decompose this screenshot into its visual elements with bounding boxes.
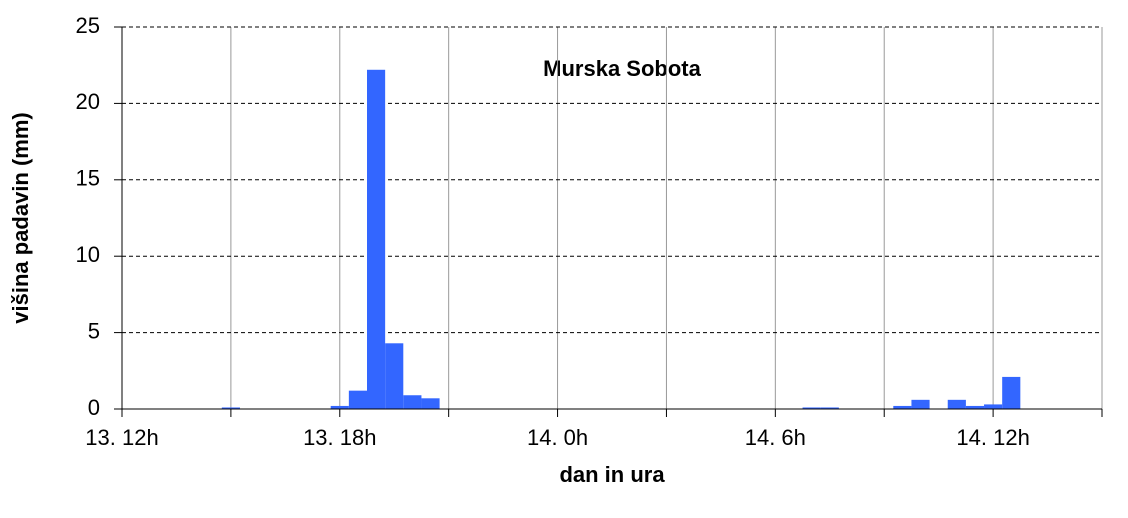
bar bbox=[403, 395, 422, 409]
bar bbox=[802, 407, 821, 409]
y-tick-label: 0 bbox=[88, 395, 100, 420]
bar bbox=[893, 405, 912, 409]
bar bbox=[421, 398, 440, 409]
x-tick-label: 14. 0h bbox=[527, 425, 588, 450]
chart-title: Murska Sobota bbox=[543, 56, 701, 81]
x-tick-label: 14. 12h bbox=[956, 425, 1029, 450]
y-tick-label: 20 bbox=[76, 89, 100, 114]
bar bbox=[348, 390, 367, 409]
bar bbox=[947, 399, 966, 409]
bar bbox=[330, 405, 349, 409]
y-axis-label: višina padavin (mm) bbox=[8, 112, 33, 324]
x-axis-label: dan in ura bbox=[559, 462, 665, 487]
bar bbox=[385, 343, 404, 409]
bar bbox=[1002, 376, 1021, 409]
bar bbox=[984, 404, 1003, 409]
bar bbox=[911, 399, 930, 409]
bar bbox=[221, 407, 240, 409]
y-tick-label: 25 bbox=[76, 13, 100, 38]
bar bbox=[820, 407, 839, 409]
x-tick-label: 13. 18h bbox=[303, 425, 376, 450]
y-tick-label: 10 bbox=[76, 242, 100, 267]
x-tick-label: 14. 6h bbox=[745, 425, 806, 450]
x-tick-label: 13. 12h bbox=[85, 425, 158, 450]
bar bbox=[965, 405, 985, 409]
y-tick-label: 5 bbox=[88, 318, 100, 343]
y-tick-label: 15 bbox=[76, 166, 100, 191]
bar bbox=[367, 69, 386, 409]
